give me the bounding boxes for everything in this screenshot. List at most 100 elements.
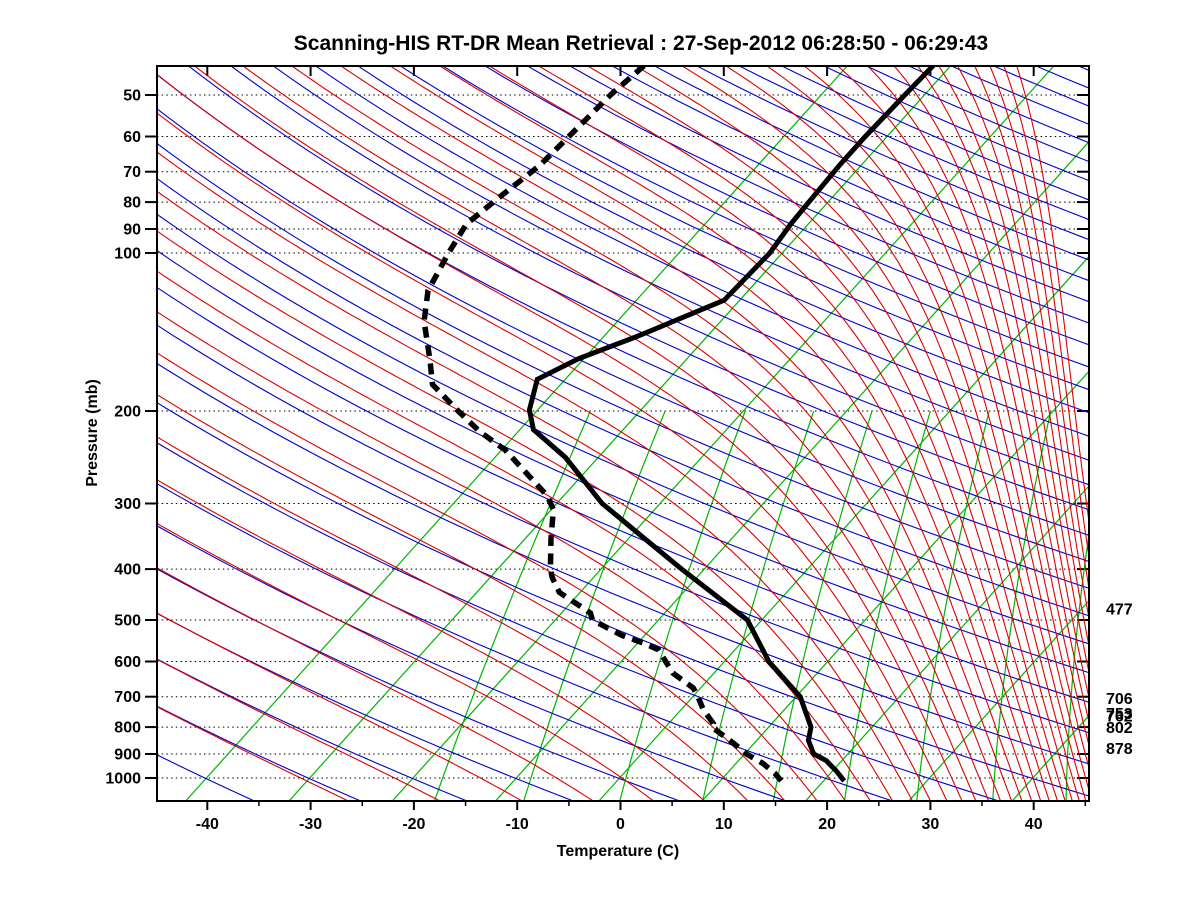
moist-adiabat-thetae-373K: [157, 151, 931, 801]
dry-adiabat-373K: [157, 177, 1089, 617]
isotherm--30C: [288, 66, 951, 801]
moist-adiabat-thetae-303K: [157, 436, 749, 801]
dry-adiabat-513K: [611, 66, 1089, 282]
dry-adiabat-383K: [157, 142, 1089, 589]
moist-adiabat-thetae-433K: [340, 66, 1013, 801]
mixing-ratio-60gkg: [1065, 530, 1089, 801]
moist-adiabat-thetae-443K: [389, 66, 1023, 801]
moist-adiabat-thetae-383K: [157, 112, 948, 801]
moist-adiabat-thetae-613K: [989, 66, 1089, 592]
dry-adiabat-493K: [526, 66, 1089, 324]
moist-adiabat-thetae-263K: [157, 612, 523, 801]
dry-adiabat-623K: [1077, 66, 1089, 71]
moist-adiabat-thetae-313K: [157, 393, 786, 801]
moist-adiabat-thetae-633K: [1016, 66, 1089, 526]
moist-adiabat-thetae-563K: [893, 66, 1089, 725]
dry-adiabat-453K: [357, 66, 1089, 414]
x-tick-label: 10: [715, 816, 733, 833]
moist-adiabat-thetae-483K: [587, 66, 1058, 801]
moist-adiabat-thetae-503K: [681, 66, 1073, 801]
isotherm-30C: [908, 599, 1089, 801]
dry-adiabat-553K: [781, 66, 1089, 201]
moist-adiabat-thetae-363K: [157, 190, 913, 801]
moist-adiabat-thetae-553K: [867, 66, 1089, 748]
moist-adiabat-thetae-593K: [957, 66, 1089, 649]
moist-adiabat-thetae-333K: [157, 311, 846, 801]
dry-adiabat-403K: [157, 73, 1089, 536]
moist-adiabat-thetae-453K: [439, 66, 1033, 801]
mixing-ratio-40gkg: [992, 410, 1052, 801]
y-tick-label: 700: [114, 689, 141, 706]
moist-adiabat-thetae-523K: [766, 66, 1087, 801]
pressure-annotation-706: 706: [1106, 691, 1133, 708]
temperature-tick-labels: -40 -30 -20 -10 0 10 20 30 40: [196, 816, 1043, 833]
dry-adiabat-263K: [157, 612, 574, 801]
moist-adiabat-thetae-473K: [538, 66, 1050, 801]
dry-adiabat-463K: [399, 66, 1089, 391]
dry-adiabat-323K: [157, 362, 1089, 765]
temperature-curve-path: [526, 66, 935, 783]
isotherm--40C: [185, 66, 848, 801]
pressure-annotation-762: 762: [1106, 709, 1133, 726]
moist-adiabat-thetae-293K: [157, 479, 705, 801]
y-tick-label: 900: [114, 746, 141, 763]
moist-adiabat-thetae-273K: [157, 567, 594, 801]
plot-border: [156, 65, 1090, 802]
y-axis-title: Pressure (mb): [84, 379, 101, 487]
pressure-tick-labels: 50 60 70 80 90 100 200 300 400 500 600 700 800 900 100…: [105, 87, 141, 787]
x-axis-title: Temperature (C): [557, 843, 679, 860]
x-tick-label: -40: [196, 816, 219, 833]
axis-ticks: [145, 66, 1089, 810]
dry-adiabat-423K: [230, 66, 1089, 486]
y-tick-label: 80: [123, 195, 141, 212]
x-tick-label: 20: [818, 816, 836, 833]
y-tick-label: 90: [123, 221, 141, 238]
dewpoint-curve-path: [421, 66, 784, 783]
dry-adiabat-lines: [157, 66, 1089, 801]
moist-adiabat-thetae-243K: [157, 706, 349, 801]
x-tick-label: 30: [922, 816, 940, 833]
x-tick-label: -10: [506, 816, 529, 833]
y-tick-label: 400: [114, 562, 141, 579]
x-tick-label: 0: [616, 816, 625, 833]
pressure-annotation-802: 802: [1106, 720, 1133, 737]
y-tick-label: 300: [114, 496, 141, 513]
isotherm-0C: [598, 255, 1089, 801]
moist-adiabat-thetae-543K: [837, 66, 1089, 771]
isotherm-20C: [805, 485, 1089, 801]
dry-adiabat-363K: [157, 213, 1089, 645]
dry-adiabat-343K: [157, 286, 1089, 703]
y-tick-label: 100: [114, 246, 141, 263]
moist-adiabat-thetae-403K: [194, 66, 977, 801]
mixing-ratio-1gkg: [433, 410, 591, 801]
dry-adiabat-313K: [157, 402, 1089, 797]
isotherm--10C: [495, 140, 1089, 801]
y-tick-label: 60: [123, 129, 141, 146]
moist-adiabat-thetae-463K: [488, 66, 1042, 801]
y-tick-label: 1000: [105, 771, 141, 788]
mixing-ratio-7gkg: [702, 410, 815, 801]
mixing-ratio-17gkg: [843, 410, 931, 801]
dewpoint-curve: [421, 66, 784, 783]
pressure-annotation-878: 878: [1106, 741, 1133, 758]
mixing-ratio-26gkg: [916, 410, 990, 801]
dry-adiabat-483K: [484, 66, 1089, 346]
temperature-curve: [526, 66, 935, 783]
mixing-ratio-4gkg: [619, 410, 746, 801]
dry-adiabat-543K: [738, 66, 1089, 221]
dry-adiabat-393K: [157, 108, 1089, 563]
dry-adiabat-473K: [442, 66, 1089, 368]
dry-adiabat-273K: [157, 568, 680, 801]
moist-adiabat-thetae-583K: [938, 66, 1089, 675]
dry-adiabat-333K: [157, 324, 1089, 734]
moist-adiabat-thetae-413K: [242, 66, 990, 801]
y-tick-label: 500: [114, 612, 141, 629]
moist-adiabat-thetae-253K: [157, 658, 441, 801]
moist-adiabat-lines: [157, 66, 1089, 801]
y-tick-label: 70: [123, 164, 141, 181]
moist-adiabat-thetae-513K: [725, 66, 1080, 801]
dry-adiabat-353K: [157, 249, 1089, 674]
